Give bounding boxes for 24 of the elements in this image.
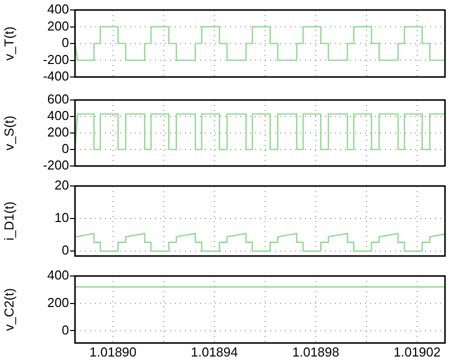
y-tick-label: 20	[54, 178, 69, 193]
x-tick-label: 1.01890	[90, 344, 137, 360]
y-tick-label: -200	[42, 158, 69, 173]
y-tick-label: -200	[42, 52, 69, 67]
x-tick-label: 1.01902	[394, 344, 441, 360]
y-tick-label: 200	[47, 294, 69, 310]
y-tick-label: 0	[62, 322, 69, 338]
y-tick-label: 200	[47, 124, 69, 140]
y-tick-label: 0	[62, 35, 69, 50]
y-tick-label: 400	[47, 108, 69, 124]
x-tick-label: 1.01894	[190, 344, 238, 360]
y-axis-title: v_T(t)	[1, 26, 16, 60]
y-axis-title: v_C2(t)	[1, 288, 16, 331]
y-tick-label: 400	[47, 268, 69, 283]
y-tick-label: 400	[47, 2, 69, 17]
y-tick-label: 10	[54, 210, 69, 226]
y-tick-label: -400	[42, 68, 69, 84]
y-tick-label: 0	[62, 141, 69, 156]
y-tick-label: 600	[47, 92, 69, 107]
x-tick-label: 1.01898	[292, 344, 340, 360]
y-tick-label: 200	[47, 18, 69, 34]
y-axis-title: i_D1(t)	[1, 201, 16, 241]
y-tick-label: 0	[62, 242, 69, 258]
y-axis-title: v_S(t)	[1, 116, 16, 150]
